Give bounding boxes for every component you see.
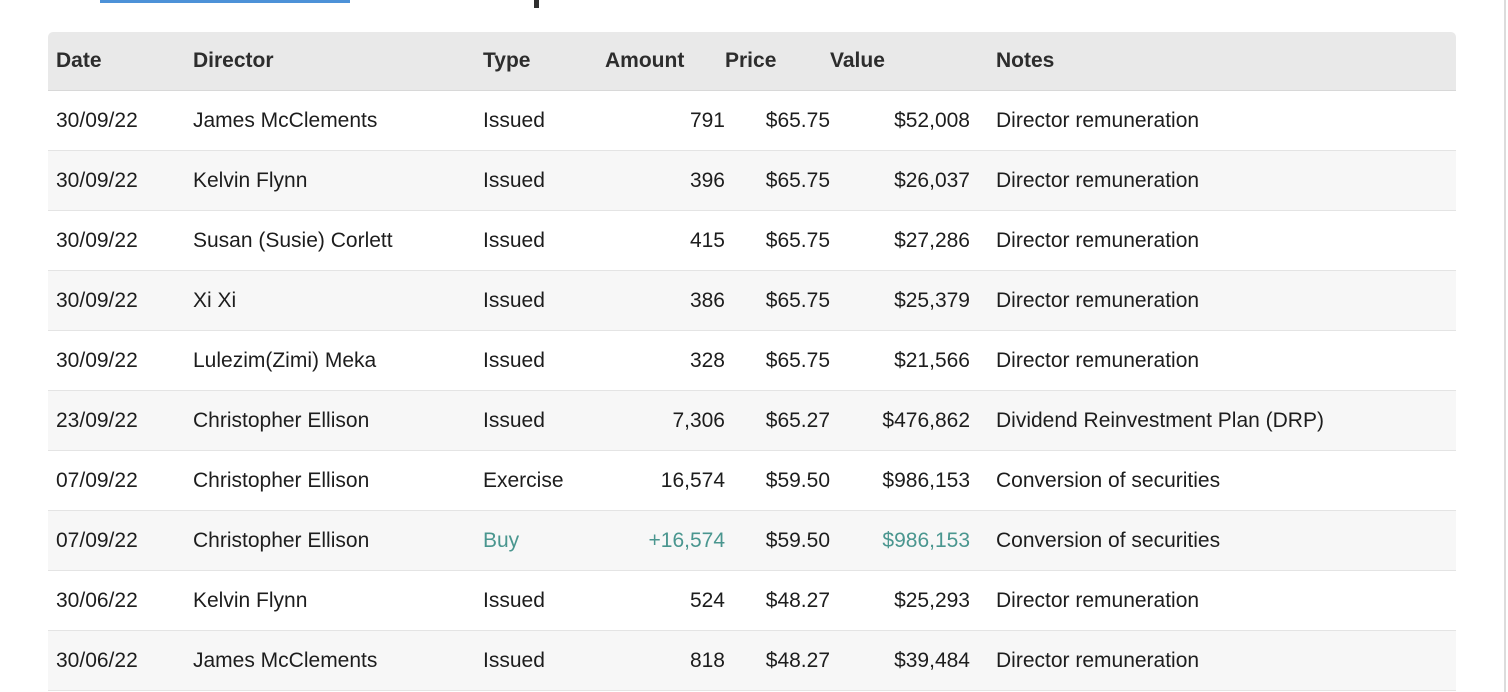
cell-price: $65.75 — [725, 270, 830, 331]
cell-amount: 7,306 — [605, 390, 725, 451]
cell-type: Issued — [483, 570, 605, 631]
cell-date: 30/09/22 — [48, 210, 193, 271]
table-row: 30/06/22 James McClements Issued 818 $48… — [48, 630, 1456, 691]
cell-notes: Director remuneration — [970, 150, 1456, 211]
cell-date: 30/09/22 — [48, 90, 193, 151]
cell-date: 07/09/22 — [48, 450, 193, 511]
cell-notes: Director remuneration — [970, 330, 1456, 391]
cell-director: Susan (Susie) Corlett — [193, 210, 483, 271]
cell-date: 30/09/22 — [48, 150, 193, 211]
cell-notes: Director remuneration — [970, 630, 1456, 691]
cell-type: Issued — [483, 150, 605, 211]
column-header-type: Type — [483, 32, 605, 91]
table-row: 30/09/22 Susan (Susie) Corlett Issued 41… — [48, 210, 1456, 271]
table-row: 23/09/22 Christopher Ellison Issued 7,30… — [48, 390, 1456, 451]
cell-amount: +16,574 — [605, 510, 725, 571]
cell-director: Kelvin Flynn — [193, 150, 483, 211]
table-row: 30/06/22 Kelvin Flynn Issued 524 $48.27 … — [48, 570, 1456, 631]
cell-director: Christopher Ellison — [193, 450, 483, 511]
column-header-value: Value — [830, 32, 970, 91]
table-row: 30/09/22 Lulezim(Zimi) Meka Issued 328 $… — [48, 330, 1456, 391]
cell-value: $986,153 — [830, 450, 970, 511]
column-header-amount: Amount — [605, 32, 725, 91]
cell-type: Issued — [483, 270, 605, 331]
cell-type: Issued — [483, 630, 605, 691]
cell-date: 30/09/22 — [48, 330, 193, 391]
cell-price: $65.75 — [725, 90, 830, 151]
column-header-director: Director — [193, 32, 483, 91]
cell-date: 30/06/22 — [48, 630, 193, 691]
cell-value: $39,484 — [830, 630, 970, 691]
cell-type: Exercise — [483, 450, 605, 511]
cut-off-text-fragment — [534, 0, 539, 8]
table-row: 30/09/22 James McClements Issued 791 $65… — [48, 90, 1456, 151]
cell-notes: Conversion of securities — [970, 510, 1456, 571]
cell-type: Buy — [483, 510, 605, 571]
cell-director: Christopher Ellison — [193, 510, 483, 571]
cell-type: Issued — [483, 90, 605, 151]
cell-value: $25,379 — [830, 270, 970, 331]
cell-amount: 818 — [605, 630, 725, 691]
cell-director: Lulezim(Zimi) Meka — [193, 330, 483, 391]
cell-director: Xi Xi — [193, 270, 483, 331]
table-header: Date Director Type Amount Price Value No… — [48, 32, 1456, 91]
cell-amount: 16,574 — [605, 450, 725, 511]
cell-price: $48.27 — [725, 570, 830, 631]
cell-type: Issued — [483, 210, 605, 271]
table-row: 30/09/22 Kelvin Flynn Issued 396 $65.75 … — [48, 150, 1456, 211]
cell-amount: 396 — [605, 150, 725, 211]
cut-off-link-underline[interactable] — [100, 0, 350, 3]
cell-notes: Director remuneration — [970, 90, 1456, 151]
table-row: 07/09/22 Christopher Ellison Exercise 16… — [48, 450, 1456, 511]
cell-amount: 386 — [605, 270, 725, 331]
cell-notes: Dividend Reinvestment Plan (DRP) — [970, 390, 1456, 451]
cell-director: Kelvin Flynn — [193, 570, 483, 631]
cell-notes: Director remuneration — [970, 570, 1456, 631]
cell-amount: 328 — [605, 330, 725, 391]
cell-director: James McClements — [193, 630, 483, 691]
cell-director: Christopher Ellison — [193, 390, 483, 451]
column-header-price: Price — [725, 32, 830, 91]
cell-value: $986,153 — [830, 510, 970, 571]
insider-transactions-table: Date Director Type Amount Price Value No… — [48, 32, 1456, 691]
cell-type: Issued — [483, 330, 605, 391]
table-row: 30/09/22 Xi Xi Issued 386 $65.75 $25,379… — [48, 270, 1456, 331]
cell-notes: Director remuneration — [970, 270, 1456, 331]
cell-value: $21,566 — [830, 330, 970, 391]
cell-price: $48.27 — [725, 630, 830, 691]
cell-price: $59.50 — [725, 450, 830, 511]
cell-value: $52,008 — [830, 90, 970, 151]
cell-date: 30/09/22 — [48, 270, 193, 331]
cell-value: $26,037 — [830, 150, 970, 211]
table-row: 07/09/22 Christopher Ellison Buy +16,574… — [48, 510, 1456, 571]
cell-price: $65.75 — [725, 330, 830, 391]
cell-price: $65.75 — [725, 210, 830, 271]
cell-amount: 791 — [605, 90, 725, 151]
cell-value: $27,286 — [830, 210, 970, 271]
cell-price: $59.50 — [725, 510, 830, 571]
cell-value: $25,293 — [830, 570, 970, 631]
cell-amount: 524 — [605, 570, 725, 631]
cell-notes: Conversion of securities — [970, 450, 1456, 511]
column-header-notes: Notes — [970, 32, 1456, 91]
cell-price: $65.75 — [725, 150, 830, 211]
cell-notes: Director remuneration — [970, 210, 1456, 271]
cell-director: James McClements — [193, 90, 483, 151]
cell-value: $476,862 — [830, 390, 970, 451]
cell-date: 07/09/22 — [48, 510, 193, 571]
cell-date: 23/09/22 — [48, 390, 193, 451]
column-header-date: Date — [48, 32, 193, 91]
page-right-border — [1504, 0, 1506, 692]
cell-date: 30/06/22 — [48, 570, 193, 631]
cell-price: $65.27 — [725, 390, 830, 451]
cell-type: Issued — [483, 390, 605, 451]
cell-amount: 415 — [605, 210, 725, 271]
